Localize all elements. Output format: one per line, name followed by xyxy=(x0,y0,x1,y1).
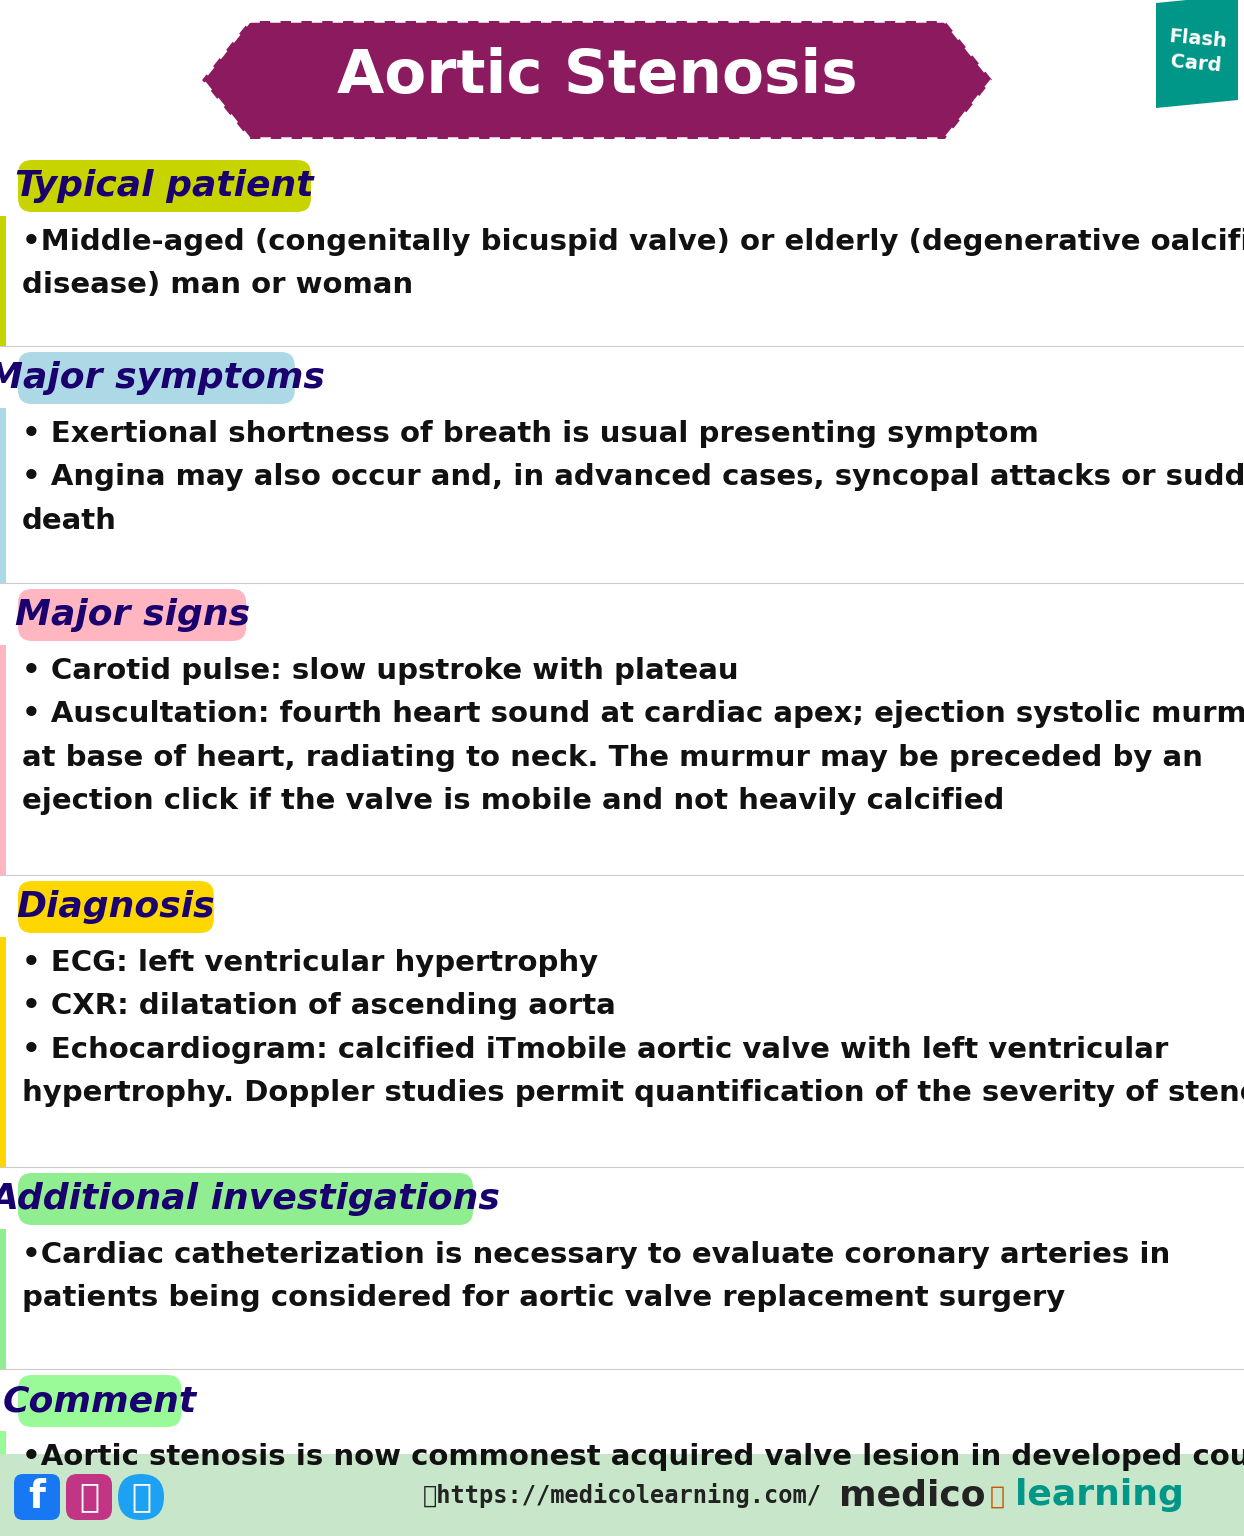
Text: •Cardiac catheterization is necessary to evaluate coronary arteries in
patients : •Cardiac catheterization is necessary to… xyxy=(22,1241,1171,1312)
Text: Comment: Comment xyxy=(2,1384,197,1418)
Text: Aortic Stenosis: Aortic Stenosis xyxy=(337,46,857,106)
Bar xyxy=(0,937,6,1167)
Text: learning: learning xyxy=(1015,1478,1184,1511)
Text: •Aortic stenosis is now commonest acquired valve lesion in developed countries: •Aortic stenosis is now commonest acquir… xyxy=(22,1442,1244,1471)
FancyBboxPatch shape xyxy=(17,1375,182,1427)
Text: Major symptoms: Major symptoms xyxy=(0,361,326,395)
Text: •Middle-aged (congenitally bicuspid valve) or elderly (degenerative oalcific
dis: •Middle-aged (congenitally bicuspid valv… xyxy=(22,227,1244,300)
Text: • Carotid pulse: slow upstroke with plateau
• Auscultation: fourth heart sound a: • Carotid pulse: slow upstroke with plat… xyxy=(22,657,1244,816)
FancyBboxPatch shape xyxy=(17,882,214,932)
FancyBboxPatch shape xyxy=(17,160,311,212)
FancyBboxPatch shape xyxy=(17,588,246,641)
Text: Additional investigations: Additional investigations xyxy=(0,1183,500,1217)
Text: medico: medico xyxy=(838,1478,985,1511)
Text: Typical patient: Typical patient xyxy=(15,169,313,203)
Text: 📝: 📝 xyxy=(990,1485,1005,1508)
Bar xyxy=(0,1455,1244,1536)
Bar xyxy=(0,1229,6,1369)
Polygon shape xyxy=(202,22,993,138)
Text: 🐦: 🐦 xyxy=(131,1481,151,1513)
Bar xyxy=(0,409,6,584)
Text: Diagnosis: Diagnosis xyxy=(16,889,215,925)
Text: • Exertional shortness of breath is usual presenting symptom
• Angina may also o: • Exertional shortness of breath is usua… xyxy=(22,419,1244,535)
Text: ⓘhttps://medicolearning.com/: ⓘhttps://medicolearning.com/ xyxy=(423,1482,821,1507)
Text: • ECG: left ventricular hypertrophy
• CXR: dilatation of ascending aorta
• Echoc: • ECG: left ventricular hypertrophy • CX… xyxy=(22,949,1244,1107)
Text: Major signs: Major signs xyxy=(15,598,250,631)
Bar xyxy=(0,1432,6,1525)
Bar xyxy=(0,217,6,346)
Text: Flash
Card: Flash Card xyxy=(1166,28,1228,75)
FancyBboxPatch shape xyxy=(118,1475,164,1521)
FancyBboxPatch shape xyxy=(17,1174,473,1226)
FancyBboxPatch shape xyxy=(17,352,295,404)
Text: ⓘ: ⓘ xyxy=(80,1481,100,1513)
Bar xyxy=(0,645,6,876)
FancyBboxPatch shape xyxy=(66,1475,112,1521)
Text: f: f xyxy=(29,1478,46,1516)
Polygon shape xyxy=(1156,0,1238,108)
FancyBboxPatch shape xyxy=(14,1475,60,1521)
